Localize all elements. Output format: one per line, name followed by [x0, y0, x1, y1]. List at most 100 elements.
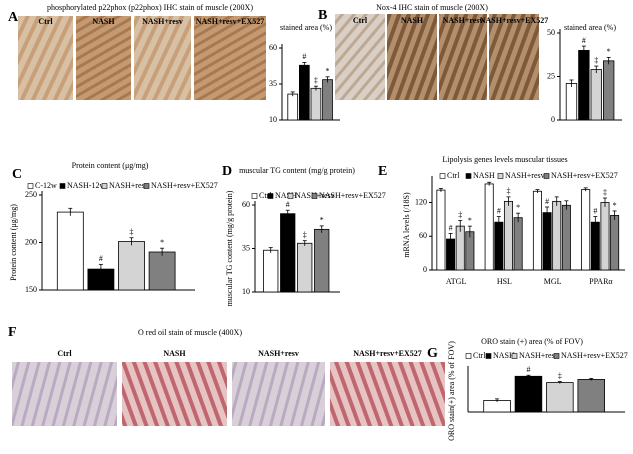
image-label: NASH+resv [142, 17, 183, 26]
legend-swatch [251, 193, 258, 199]
image-label: NASH [92, 17, 115, 26]
significance-mark: # [593, 206, 597, 215]
y-tick-label: 0 [551, 115, 555, 124]
legend-label: C-12w [35, 181, 57, 190]
legend-label: Ctrl [259, 191, 272, 200]
y-tick-label: 0 [423, 265, 427, 274]
x-tick-label: ATGL [446, 277, 467, 286]
y-tick-label: 10 [242, 287, 250, 296]
significance-mark: * [607, 47, 611, 56]
bar [590, 221, 600, 271]
bar [118, 241, 145, 291]
significance-mark: ‡ [594, 56, 598, 65]
bar [542, 212, 552, 271]
significance-mark: # [286, 200, 290, 209]
panel-title: O red oil stain of muscle (400X) [138, 328, 242, 337]
legend-swatch [59, 183, 66, 189]
significance-mark: * [613, 201, 617, 210]
bar [610, 215, 620, 271]
y-tick-label: 10 [269, 115, 277, 124]
legend-swatch [27, 183, 34, 189]
bar [56, 211, 84, 291]
panel-letter: C [12, 167, 22, 182]
bar [565, 83, 578, 121]
micrograph [330, 362, 445, 426]
legend-swatch [101, 183, 108, 189]
legend-swatch [311, 193, 318, 199]
bar [514, 375, 543, 413]
significance-mark: ‡ [558, 371, 562, 380]
image-label: Ctrl [57, 349, 72, 358]
significance-mark: # [497, 206, 501, 215]
bar [483, 400, 511, 413]
legend-label: Ctrl [447, 171, 460, 180]
image-label: NASH [401, 16, 424, 25]
micrograph [194, 16, 266, 100]
significance-mark: ‡ [303, 230, 307, 239]
legend-label: NASH-12w [67, 181, 105, 190]
bar [436, 189, 446, 271]
image-label: NASH [163, 349, 186, 358]
y-tick-label: 200 [25, 237, 37, 246]
image-label: NASH+resv+EX527 [353, 349, 422, 358]
micrograph [387, 14, 437, 100]
image-label: NASH+resv+EX527 [196, 17, 265, 26]
bar [287, 93, 299, 121]
panel-title: phosphorylated p22phox (p22phox) IHC sta… [47, 3, 253, 12]
bar [503, 200, 513, 271]
panel-letter: F [8, 325, 17, 340]
y-axis-label: muscular TG content (mg/g protein) [225, 190, 234, 306]
legend-label: NASH+resv+EX527 [561, 351, 628, 360]
bar [484, 183, 494, 271]
legend-swatch [465, 173, 472, 179]
significance-mark: # [526, 365, 530, 374]
panel-letter: E [378, 164, 387, 179]
legend-label: Ctrl [473, 351, 486, 360]
bar [298, 64, 310, 121]
y-tick-label: 25 [547, 71, 555, 80]
panel-letter: G [427, 346, 438, 361]
chart-title: Lipolysis genes levels muscular tissues [442, 155, 567, 164]
legend-swatch [143, 183, 150, 189]
significance-mark: # [545, 197, 549, 206]
panel-letter: B [318, 8, 327, 23]
bar [581, 189, 591, 271]
legend-label: NASH+resv+EX527 [551, 171, 618, 180]
legend-swatch [511, 353, 518, 359]
x-tick-label: HSL [497, 277, 512, 286]
y-tick-label: 250 [25, 190, 37, 199]
bar [590, 69, 602, 121]
legend-label: NASH+resv [519, 351, 559, 360]
y-tick-label: 120 [415, 197, 427, 206]
significance-mark: * [326, 67, 330, 76]
micrograph [12, 362, 117, 426]
legend-swatch [267, 193, 274, 199]
micrograph [232, 362, 325, 426]
image-label: NASH+resv [258, 349, 299, 358]
bar [280, 213, 296, 293]
bar [263, 249, 279, 293]
y-axis-label: ORO stain(+) area (% of FOV) [447, 341, 456, 441]
bar [546, 382, 574, 413]
bar [297, 242, 313, 293]
legend-swatch [497, 173, 504, 179]
y-tick-label: 35 [269, 79, 277, 88]
bar [561, 204, 571, 271]
chart-title: Protein content (μg/mg) [72, 161, 149, 170]
legend-label: NASH [275, 191, 297, 200]
bar [494, 221, 504, 271]
bar [532, 190, 542, 271]
legend-swatch [543, 173, 550, 179]
bar [513, 217, 523, 271]
bar [314, 228, 330, 293]
legend-swatch [439, 173, 446, 179]
significance-mark: # [449, 223, 453, 232]
image-label: NASH+resv [443, 16, 484, 25]
significance-mark: # [302, 52, 306, 61]
micrograph [122, 362, 227, 426]
micrograph [439, 14, 487, 100]
micrograph [18, 16, 73, 100]
y-tick-label: 35 [242, 243, 250, 252]
y-axis-label: mRNA levels (/18S) [402, 192, 411, 258]
